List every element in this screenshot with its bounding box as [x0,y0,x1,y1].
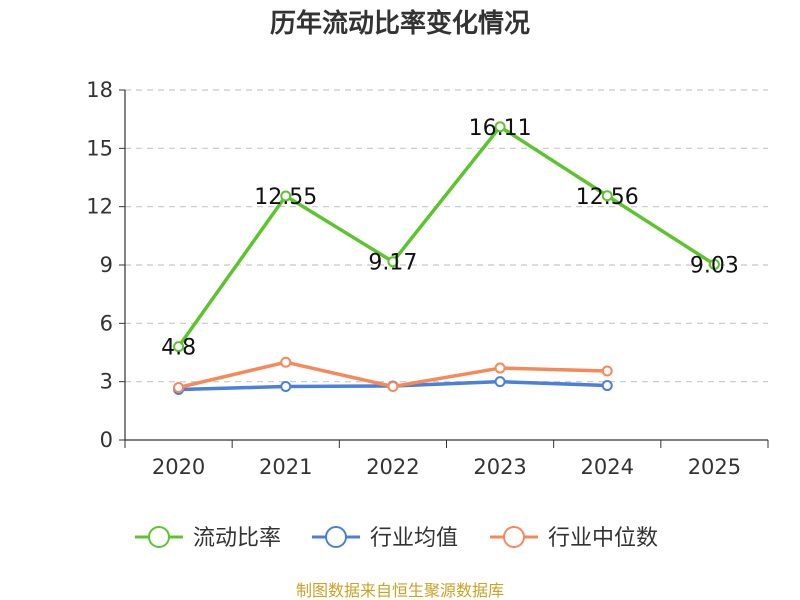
legend-swatch-marker [503,526,525,548]
x-tick-label: 2024 [581,455,634,479]
data-label: 16.11 [469,116,532,141]
series-line-0 [177,125,716,348]
data-point [601,190,613,202]
legend-swatch-marker [325,526,347,548]
y-tick-label: 9 [100,253,113,277]
data-point [173,382,185,393]
x-tick-label: 2023 [473,455,526,479]
data-point [387,256,399,268]
y-tick-label: 6 [100,311,113,335]
data-point [280,381,292,393]
data-label: 12.56 [576,185,639,210]
data-point [494,362,506,374]
y-tick-label: 0 [100,428,113,452]
data-label: 9.17 [368,251,417,276]
y-tick-label: 3 [100,370,113,394]
legend-label: 行业均值 [370,526,458,551]
data-point [173,341,185,353]
source-note: 制图数据来自恒生聚源数据库 [296,581,504,600]
x-tick-label: 2025 [688,455,741,479]
data-point [601,365,613,377]
legend-label: 行业中位数 [548,526,658,551]
data-point [494,376,506,388]
data-point [708,258,720,270]
y-tick-label: 15 [86,136,113,160]
x-tick-label: 2022 [366,455,419,479]
data-point [494,121,506,133]
data-label: 12.55 [254,185,317,210]
data-label: 4.8 [161,336,196,361]
x-tick-label: 2021 [259,455,312,479]
data-point [280,190,292,202]
legend-swatch-marker [148,526,170,548]
data-point [387,381,399,393]
data-point [280,356,292,368]
chart-title: 历年流动比率变化情况 [270,8,530,39]
y-tick-label: 12 [86,195,113,219]
data-label: 9.03 [690,253,739,278]
y-tick-label: 18 [86,78,113,102]
x-tick-label: 2020 [152,455,205,479]
data-point [601,380,613,392]
legend-label: 流动比率 [193,526,281,551]
